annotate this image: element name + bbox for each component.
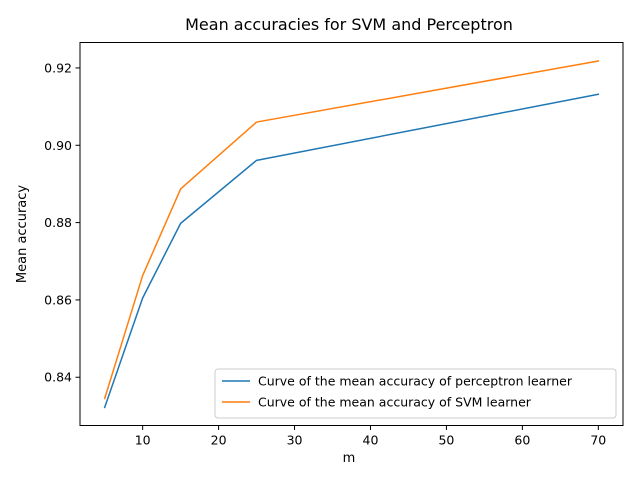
legend-box — [214, 368, 617, 419]
x-tick-label: 50 — [438, 433, 454, 448]
series-line-svm — [103, 60, 600, 400]
x-tick-label: 20 — [211, 433, 227, 448]
legend: Curve of the mean accuracy of perceptron… — [214, 368, 617, 419]
plot-area-frame — [79, 42, 624, 426]
ticks-layer: 10 20 30 40 50 60 70 0.84 0.86 0.88 0.90 0.92 — [44, 60, 606, 447]
legend-entry-label: Curve of the mean accuracy of perceptron… — [258, 374, 573, 389]
y-tick-label: 0.92 — [44, 60, 72, 75]
series-line-perceptron — [103, 93, 600, 409]
y-tick-label: 0.86 — [44, 292, 72, 307]
y-axis-label: Mean accuracy — [15, 185, 30, 284]
x-tick-label: 70 — [590, 433, 606, 448]
chart-title: Mean accuracies for SVM and Perceptron — [185, 15, 513, 34]
y-tick-label: 0.88 — [44, 215, 72, 230]
x-axis-label: m — [343, 451, 356, 466]
legend-entry-label: Curve of the mean accuracy of SVM learne… — [258, 395, 532, 410]
x-tick-label: 40 — [363, 433, 379, 448]
x-tick-label: 10 — [135, 433, 151, 448]
y-tick-label: 0.90 — [44, 138, 72, 153]
x-tick-label: 60 — [514, 433, 530, 448]
x-tick-label: 30 — [287, 433, 303, 448]
series-lines-layer — [103, 60, 600, 409]
y-tick-label: 0.84 — [44, 370, 72, 385]
